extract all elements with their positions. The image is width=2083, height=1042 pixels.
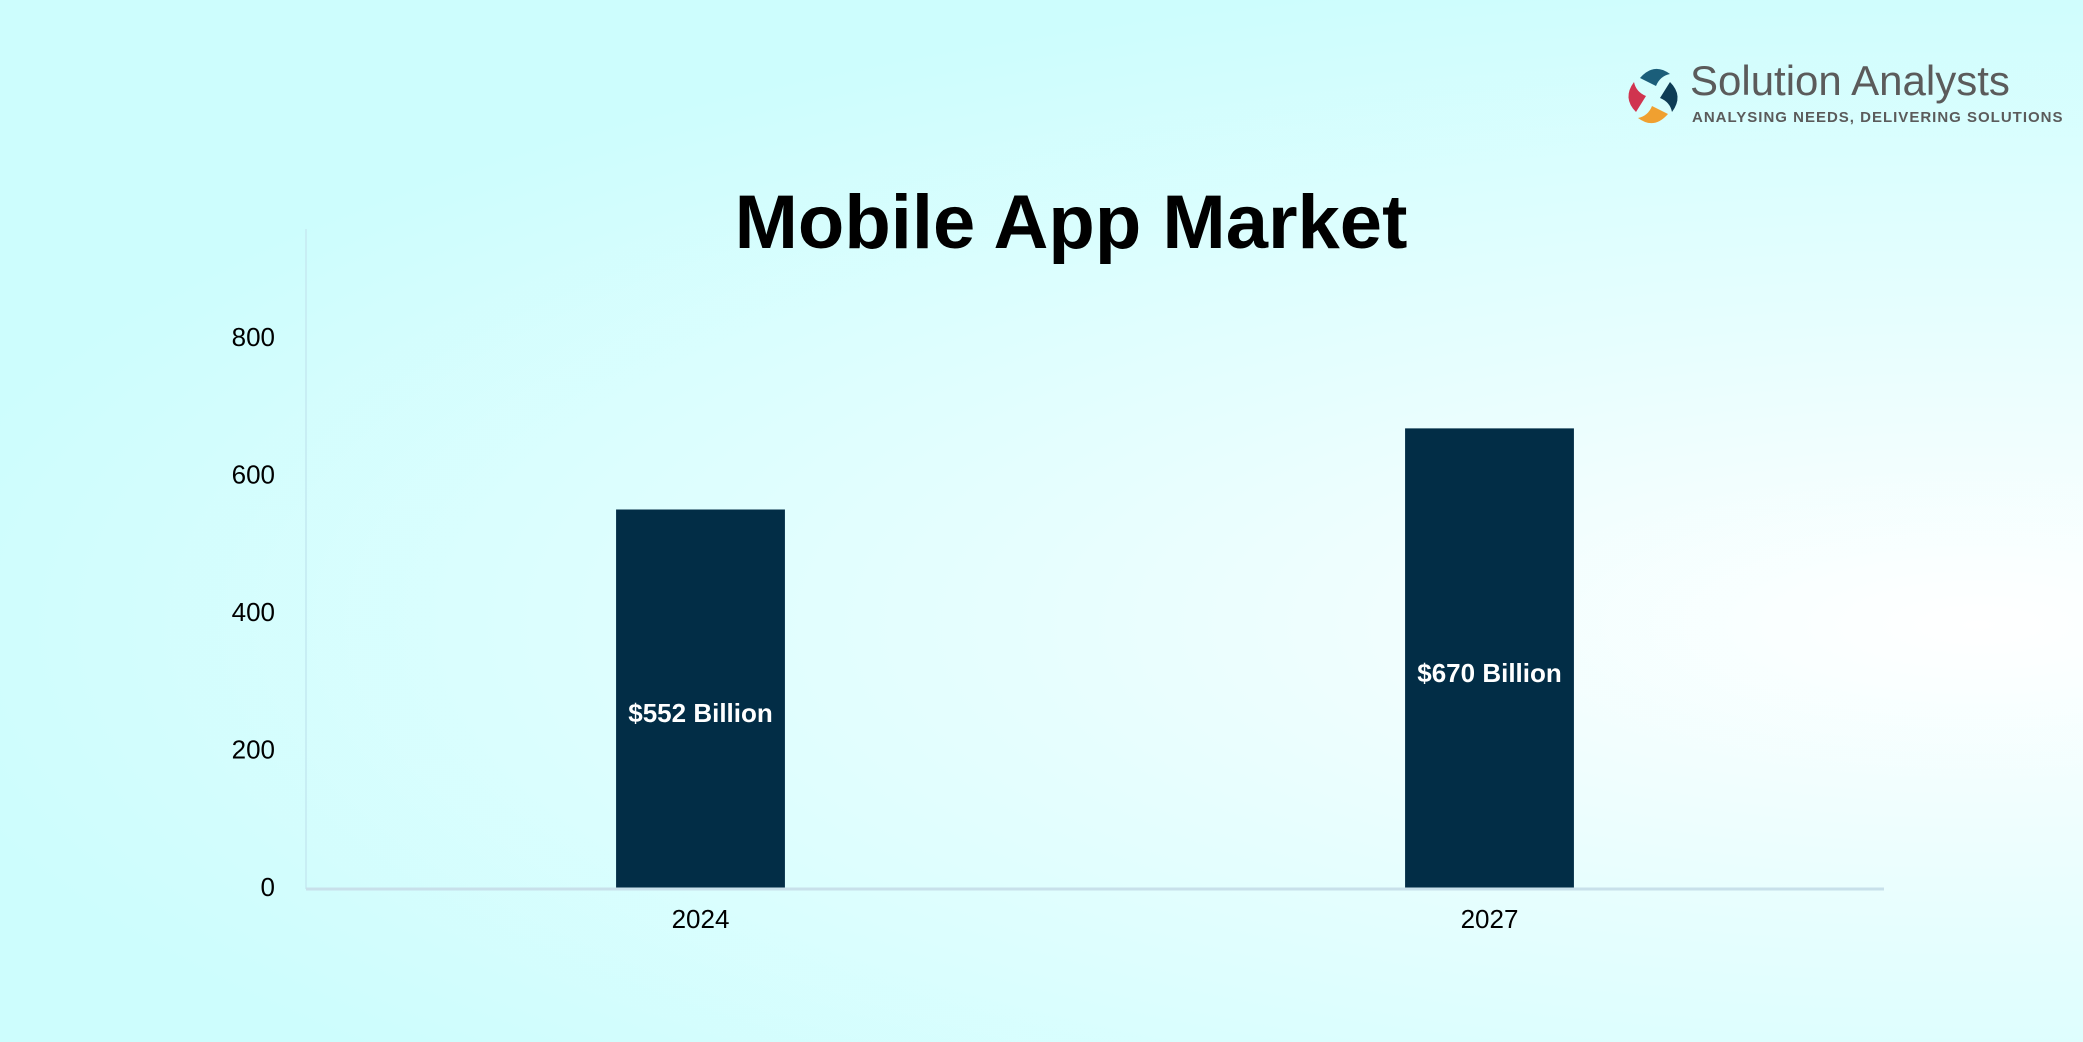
y-tick-label: 400 — [232, 597, 275, 627]
chart-title: Mobile App Market — [735, 180, 1408, 265]
bar — [616, 509, 785, 889]
logo-mark — [1640, 68, 1670, 86]
value-label: $552 Billion — [628, 698, 773, 729]
logo-mark — [1660, 82, 1678, 112]
x-tick-label: 2024 — [672, 904, 730, 934]
logo-mark — [1628, 82, 1646, 112]
bar — [1405, 428, 1574, 889]
logo-name: Solution Analysts — [1690, 57, 2010, 104]
value-label: $670 Billion — [1417, 657, 1562, 688]
logo-mark — [1638, 106, 1668, 124]
logo: Solution Analysts ANALYSING NEEDS, DELIV… — [1628, 57, 2063, 126]
y-tick-label: 200 — [232, 734, 275, 764]
logo-tagline: ANALYSING NEEDS, DELIVERING SOLUTIONS — [1692, 109, 2064, 126]
y-tick-label: 800 — [232, 322, 275, 352]
y-tick-label: 600 — [232, 459, 275, 489]
x-tick-label: 2027 — [1461, 904, 1519, 934]
y-tick-label: 0 — [261, 872, 275, 902]
